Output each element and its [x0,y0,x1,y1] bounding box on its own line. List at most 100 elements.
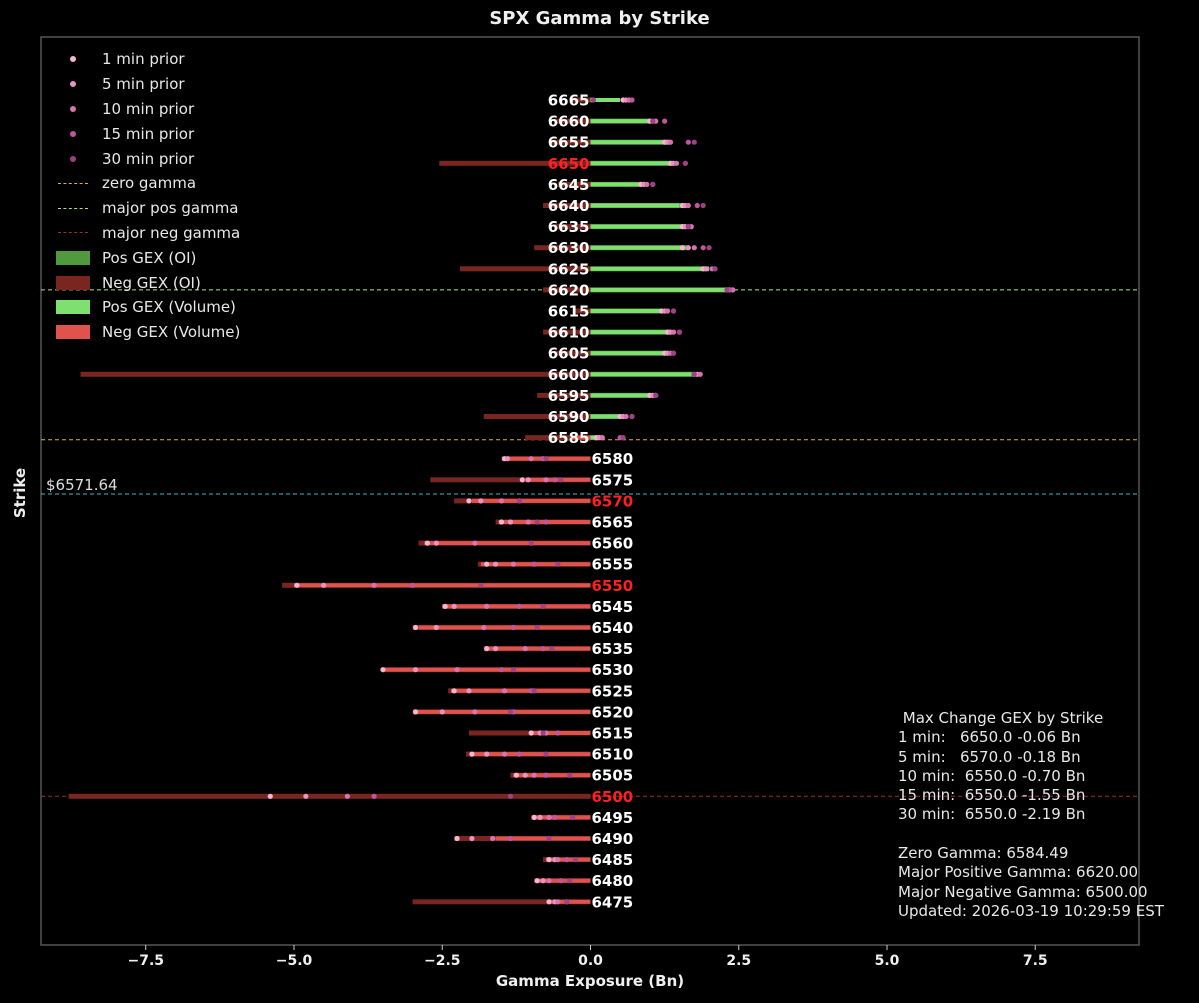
legend-swatch [56,248,90,268]
prior-point-30-min-prior [507,709,514,715]
prior-point-15-min-prior [510,624,517,631]
legend-marker [70,56,76,63]
neg-gex-volume-bar [424,541,591,546]
prior-point-30-min-prior [510,667,517,673]
prior-point-30-min-prior [567,878,573,884]
strike-label: 6530 [592,661,634,679]
prior-point-15-min-prior [552,814,558,821]
strike-label: 6525 [592,682,634,700]
prior-point-1-min-prior [531,814,537,821]
prior-point-10-min-prior [490,835,496,842]
strike-label: 6585 [548,429,590,447]
neg-gex-volume-bar [418,625,591,630]
legend-label: major neg gamma [102,223,241,242]
legend-marker [70,155,76,162]
strike-label: 6635 [548,218,590,236]
y-axis-label: Strike [11,467,29,519]
prior-point-15-min-prior [555,730,561,736]
prior-point-10-min-prior [501,688,508,694]
strike-label: 6645 [548,176,590,194]
pos-gex-volume-bar [590,351,668,356]
strike-label: 6555 [592,556,634,574]
legend-marker [56,300,90,315]
prior-point-15-min-prior [507,835,514,842]
prior-point-10-min-prior [344,793,350,799]
neg-gex-oi-bar [554,224,591,230]
legend-label: Neg GEX (OI) [102,273,201,292]
prior-point-10-min-prior [664,308,671,314]
strike-label: 6560 [592,535,634,553]
strike-label: 6595 [548,387,590,405]
prior-point-10-min-prior [472,709,478,715]
neg-gex-volume-bar [471,498,591,503]
prior-point-30-min-prior [558,477,564,483]
prior-point-5-min-prior [478,498,484,504]
prior-point-30-min-prior [543,751,549,757]
prior-point-1-min-prior [528,730,534,736]
prior-point-1-min-prior [546,857,552,863]
legend-marker [70,130,76,137]
prior-point-10-min-prior [691,245,697,251]
legend-item: 15 min prior [56,121,240,146]
strike-label: 6600 [548,366,590,384]
prior-point-30-min-prior [567,772,573,778]
prior-point-30-min-prior [650,118,656,124]
prior-point-1-min-prior [534,878,540,884]
prior-point-15-min-prior [552,477,558,483]
prior-point-5-min-prior [466,688,472,694]
strike-label: 6615 [548,303,590,321]
legend-swatch [56,297,90,317]
prior-point-10-min-prior [481,624,487,631]
neg-gex-volume-bar [531,731,591,735]
legend-swatch [56,223,90,243]
prior-point-10-min-prior [546,878,552,884]
legend-swatch [56,99,90,119]
prior-point-30-min-prior [540,603,546,610]
prior-point-1-min-prior [380,667,386,673]
pos-gex-volume-bar [590,393,653,398]
neg-gex-oi-bar [525,435,591,441]
stats-line [898,825,1164,844]
legend-swatch [56,149,90,169]
strike-label: 6665 [548,92,590,110]
prior-point-5-min-prior [493,646,499,652]
prior-point-15-min-prior [498,667,505,673]
prior-point-30-min-prior [555,561,561,567]
neg-gex-oi-bar [543,203,591,208]
pos-gex-volume-bar [590,266,710,271]
prior-point-5-min-prior [537,814,543,821]
neg-gex-volume-bar [486,646,591,651]
stats-line: Major Positive Gamma: 6620.00 [898,863,1139,882]
neg-gex-oi-bar [543,287,591,293]
prior-point-15-min-prior [662,118,668,124]
prior-point-10-min-prior [501,751,508,757]
prior-point-15-min-prior [516,603,522,610]
legend-swatch [56,74,90,94]
strike-label: 6505 [592,767,634,785]
legend-item: 5 min prior [56,72,240,97]
legend-item: 10 min prior [56,97,240,122]
prior-point-10-min-prior [673,160,680,166]
prior-point-30-min-prior [691,139,697,145]
legend-label: Pos GEX (OI) [102,248,197,267]
prior-point-30-min-prior [528,540,534,546]
strike-label: 6660 [548,113,590,131]
prior-point-5-min-prior [540,878,546,884]
prior-point-30-min-prior [685,224,691,230]
legend-label: 1 min prior [102,50,185,69]
strike-label: 6550 [592,577,634,595]
legend-marker [58,232,88,234]
prior-point-15-min-prior [371,793,377,799]
legend-swatch [56,198,90,218]
strike-label: 6570 [592,492,634,510]
prior-point-1-min-prior [442,603,448,610]
legend-item: 30 min prior [56,146,240,171]
prior-point-10-min-prior [498,498,505,504]
strike-label: 6610 [548,324,590,342]
strike-label: 6510 [592,746,634,764]
strike-label: 6475 [592,893,634,911]
legend-label: Neg GEX (Volume) [102,323,241,342]
prior-point-10-min-prior [472,540,478,546]
prior-point-5-min-prior [451,603,457,610]
prior-point-30-min-prior [534,519,540,525]
